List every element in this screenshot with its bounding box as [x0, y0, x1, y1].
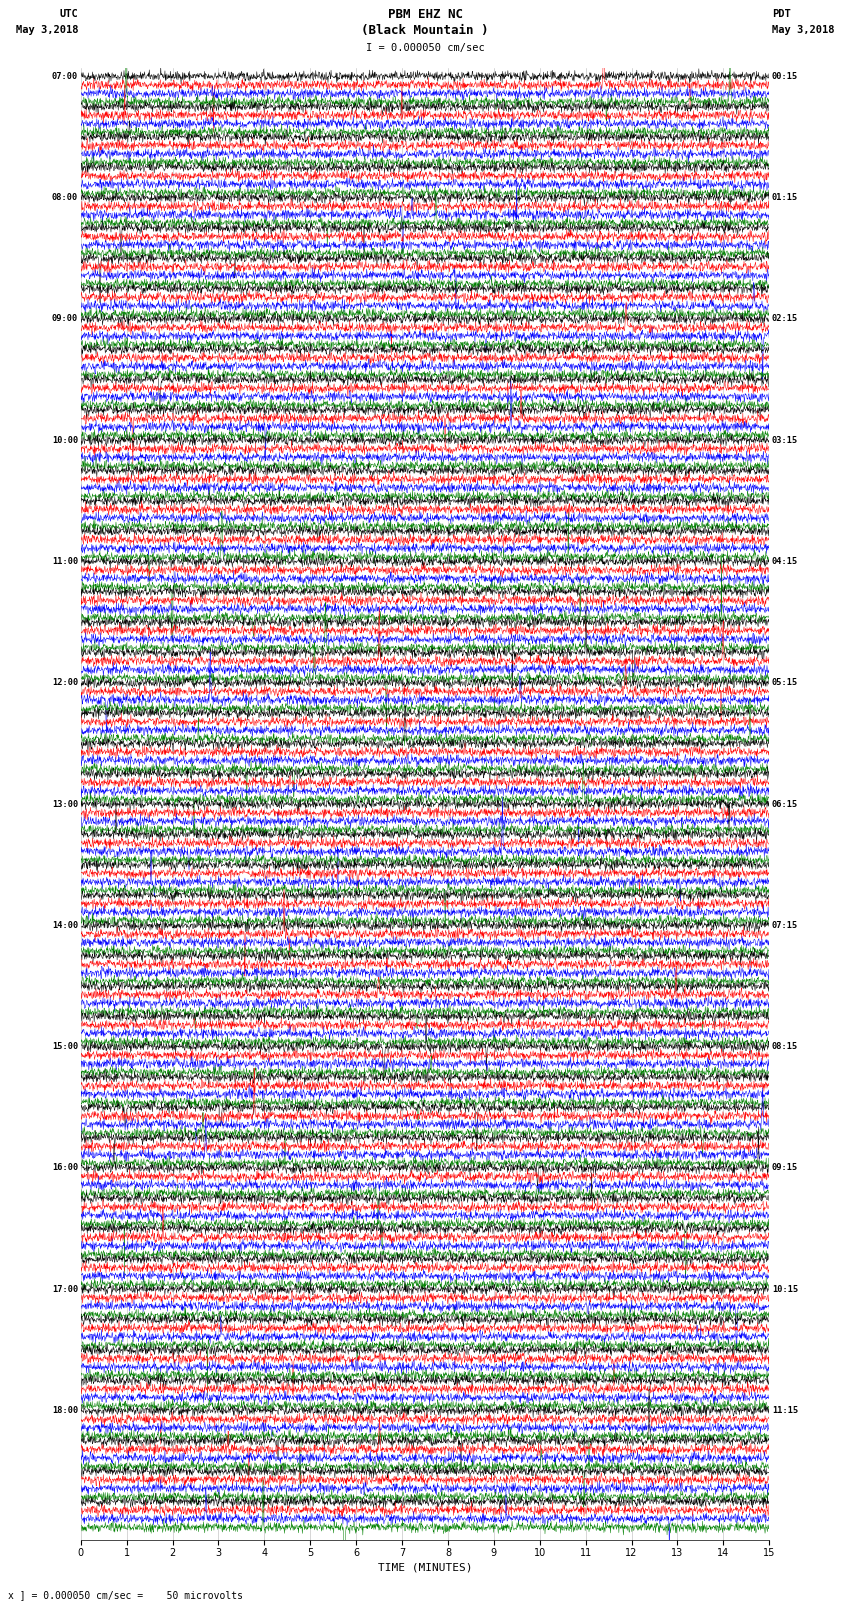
Text: 06:15: 06:15: [772, 800, 798, 808]
Text: 16:00: 16:00: [52, 1163, 78, 1173]
Text: 03:15: 03:15: [772, 436, 798, 445]
Text: 13:00: 13:00: [52, 800, 78, 808]
Text: 10:15: 10:15: [772, 1286, 798, 1294]
Text: 09:15: 09:15: [772, 1163, 798, 1173]
Text: 04:15: 04:15: [772, 556, 798, 566]
Text: 18:00: 18:00: [52, 1407, 78, 1415]
Text: 01:15: 01:15: [772, 194, 798, 202]
Text: UTC: UTC: [60, 10, 78, 19]
Text: 08:15: 08:15: [772, 1042, 798, 1052]
Text: 15:00: 15:00: [52, 1042, 78, 1052]
Text: 10:00: 10:00: [52, 436, 78, 445]
Text: May 3,2018: May 3,2018: [772, 26, 835, 35]
Text: I = 0.000050 cm/sec: I = 0.000050 cm/sec: [366, 44, 484, 53]
Text: 17:00: 17:00: [52, 1286, 78, 1294]
Text: 00:15: 00:15: [772, 71, 798, 81]
Text: May 3,2018: May 3,2018: [15, 26, 78, 35]
Text: 14:00: 14:00: [52, 921, 78, 929]
Text: x ] = 0.000050 cm/sec =    50 microvolts: x ] = 0.000050 cm/sec = 50 microvolts: [8, 1590, 243, 1600]
Text: 11:00: 11:00: [52, 556, 78, 566]
Text: 11:15: 11:15: [772, 1407, 798, 1415]
X-axis label: TIME (MINUTES): TIME (MINUTES): [377, 1563, 473, 1573]
Text: 12:00: 12:00: [52, 679, 78, 687]
Text: 07:15: 07:15: [772, 921, 798, 929]
Text: 07:00: 07:00: [52, 71, 78, 81]
Text: PBM EHZ NC: PBM EHZ NC: [388, 8, 462, 21]
Text: 09:00: 09:00: [52, 315, 78, 323]
Text: 02:15: 02:15: [772, 315, 798, 323]
Text: (Black Mountain ): (Black Mountain ): [361, 24, 489, 37]
Text: 05:15: 05:15: [772, 679, 798, 687]
Text: 08:00: 08:00: [52, 194, 78, 202]
Text: PDT: PDT: [772, 10, 791, 19]
